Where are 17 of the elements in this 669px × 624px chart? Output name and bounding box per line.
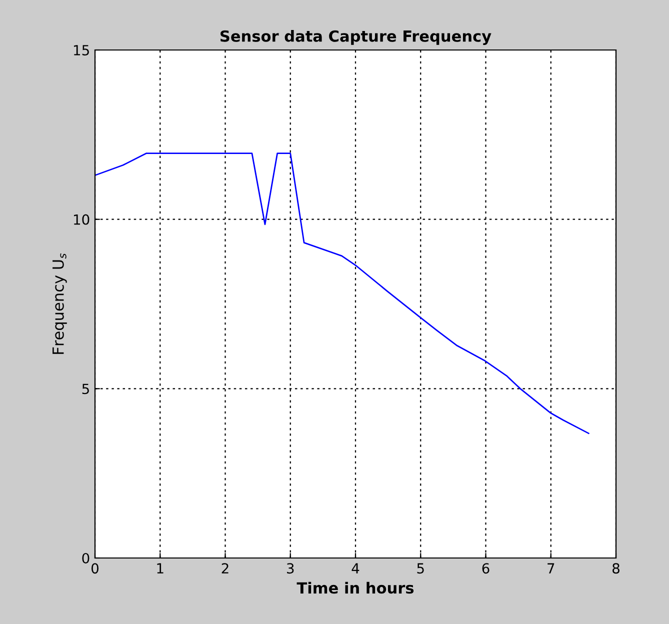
x-tick-label: 8	[612, 563, 620, 574]
x-tick-label: 5	[417, 563, 424, 574]
chart-title: Sensor data Capture Frequency	[220, 30, 492, 45]
x-tick-label: 7	[548, 563, 554, 574]
x-tick-label: 3	[287, 563, 294, 574]
y-axis-title: Frequency U$_{s}$	[52, 253, 67, 354]
x-tick-label: 2	[222, 563, 228, 574]
x-tick-label: 1	[157, 563, 164, 574]
line-series	[95, 152, 590, 434]
y-tick-label: 5	[82, 384, 89, 394]
y-tick-label: 15	[74, 45, 89, 56]
x-tick-label: 0	[91, 563, 98, 574]
x-axis-title: Time in hours	[296, 582, 414, 594]
y-tick-label: 10	[74, 214, 90, 225]
x-tick-label: 4	[352, 563, 360, 574]
y-tick-label: 0	[82, 552, 90, 564]
x-tick-label: 6	[482, 563, 490, 574]
